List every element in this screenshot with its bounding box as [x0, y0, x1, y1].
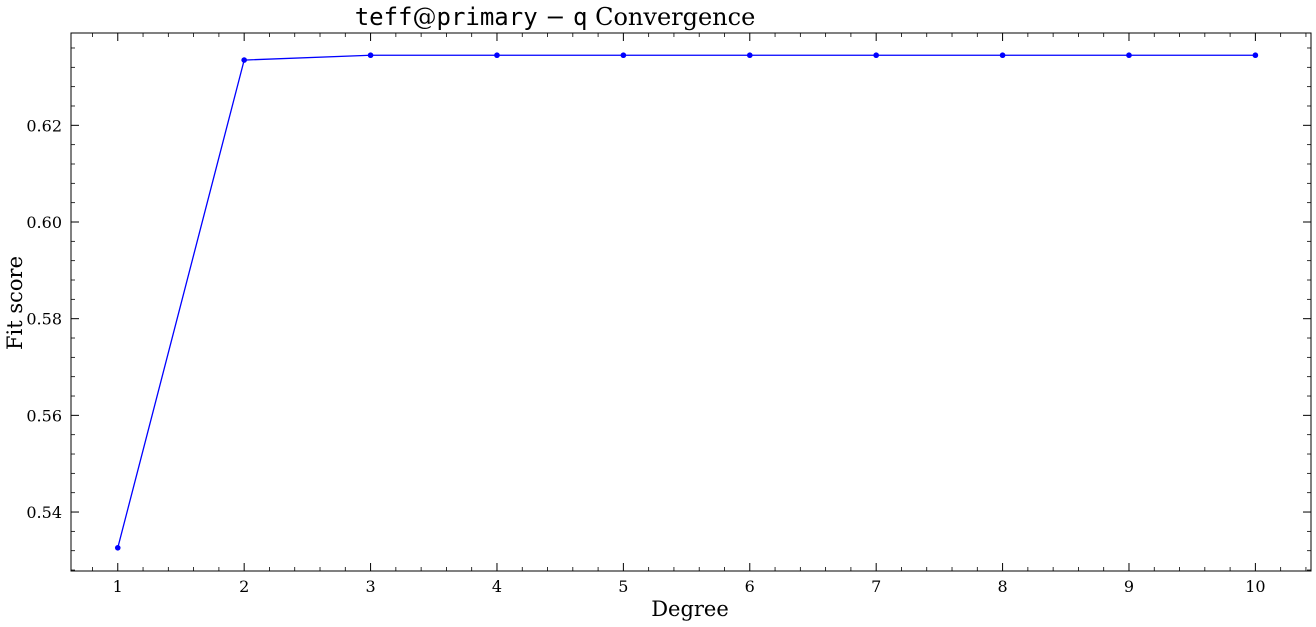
x-tick-label: 1 [113, 577, 123, 596]
chart-title-part-4: − [538, 3, 573, 31]
data-point [999, 52, 1006, 59]
chart-title-part-1: teff [355, 3, 413, 31]
y-tick-label: 0.62 [26, 116, 62, 135]
y-tick-label: 0.56 [26, 406, 62, 425]
major-ticks [71, 33, 1311, 571]
data-point [494, 52, 500, 59]
x-axis-label: Degree [651, 597, 729, 621]
chart-title-part-6: Convergence [587, 3, 755, 31]
series-layer [114, 52, 1259, 551]
plot-frame [70, 32, 1312, 572]
x-tick-label: 9 [1124, 577, 1134, 596]
data-point [746, 52, 753, 59]
minor-ticks [71, 33, 1311, 571]
chart-title-part-3: primary [437, 3, 538, 31]
data-point [114, 544, 121, 551]
x-tick-labels: 1 2 3 4 5 6 7 8 9 10 [113, 577, 1266, 596]
x-tick-label: 5 [618, 577, 628, 596]
data-point [367, 52, 374, 59]
y-tick-labels: 0.54 0.56 0.58 0.60 0.62 [26, 116, 62, 522]
data-point [1252, 52, 1259, 59]
x-tick-label: 4 [492, 577, 502, 596]
y-axis-label: Fit score [3, 256, 27, 350]
y-tick-label: 0.58 [26, 310, 62, 329]
x-tick-label: 10 [1245, 577, 1265, 596]
series-line [117, 54, 1256, 548]
chart-title-part-5: q [573, 3, 587, 31]
x-tick-label: 6 [745, 577, 755, 596]
x-tick-label: 7 [871, 577, 881, 596]
y-tick-label: 0.54 [26, 503, 62, 522]
x-tick-label: 2 [239, 577, 249, 596]
x-tick-label: 8 [997, 577, 1007, 596]
chart-title: teff@primary − q Convergence [355, 3, 756, 31]
data-point [873, 52, 879, 59]
y-tick-label: 0.60 [26, 213, 62, 232]
x-tick-label: 3 [365, 577, 375, 596]
chart-title-part-2: @ [413, 3, 437, 31]
data-point [620, 52, 627, 59]
data-point [241, 57, 247, 63]
data-point [1126, 52, 1132, 59]
